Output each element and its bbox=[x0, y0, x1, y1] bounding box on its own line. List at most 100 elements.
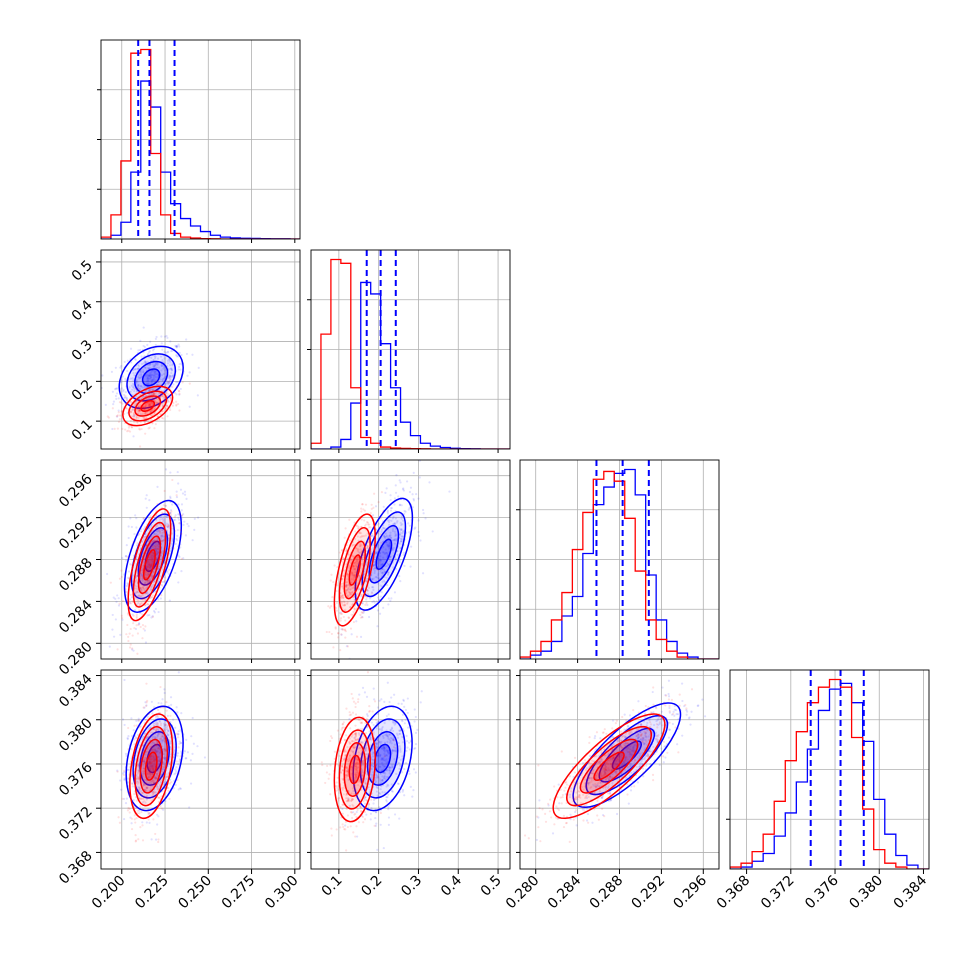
scatter-point bbox=[360, 556, 364, 559]
scatter-point bbox=[139, 376, 142, 380]
scatter-point bbox=[162, 377, 165, 380]
contour-red bbox=[128, 390, 168, 422]
scatter-point bbox=[175, 381, 178, 384]
scatter-point bbox=[138, 373, 141, 377]
scatter-point bbox=[173, 752, 176, 756]
scatter-point bbox=[147, 389, 150, 392]
scatter-point bbox=[131, 773, 134, 776]
scatter-point bbox=[384, 772, 387, 775]
scatter-point bbox=[363, 691, 367, 694]
scatter-point bbox=[341, 594, 344, 598]
scatter-point bbox=[360, 518, 363, 521]
scatter-point bbox=[138, 428, 141, 431]
scatter-point bbox=[134, 514, 137, 517]
scatter-point bbox=[372, 563, 376, 566]
scatter-point bbox=[107, 416, 111, 419]
scatter-point bbox=[364, 796, 367, 800]
scatter-point bbox=[335, 589, 338, 593]
scatter-point bbox=[360, 556, 363, 559]
scatter-point bbox=[406, 711, 409, 715]
scatter-point bbox=[149, 755, 152, 758]
scatter-point bbox=[165, 731, 169, 734]
scatter-point bbox=[137, 363, 140, 367]
scatter-point bbox=[151, 557, 154, 560]
scatter-point bbox=[140, 588, 143, 592]
scatter-point bbox=[126, 369, 129, 373]
scatter-point bbox=[148, 393, 151, 396]
scatter-point bbox=[144, 581, 147, 584]
scatter-point bbox=[150, 783, 153, 786]
scatter-point bbox=[161, 395, 164, 398]
scatter-point bbox=[346, 645, 349, 648]
scatter-point bbox=[378, 755, 381, 758]
scatter-point bbox=[345, 584, 348, 587]
scatter-point bbox=[166, 525, 170, 529]
scatter-point bbox=[151, 594, 154, 597]
scatter-point bbox=[350, 593, 353, 596]
scatter-point bbox=[390, 506, 394, 510]
scatter-point bbox=[165, 392, 168, 395]
scatter-point bbox=[165, 515, 168, 518]
scatter-point bbox=[361, 761, 364, 764]
scatter-point bbox=[368, 737, 371, 741]
scatter-point bbox=[154, 607, 157, 611]
scatter-point bbox=[376, 743, 379, 746]
scatter-point bbox=[359, 536, 362, 539]
scatter-point bbox=[147, 796, 150, 800]
scatter-point bbox=[146, 786, 149, 789]
scatter-point bbox=[158, 737, 162, 740]
scatter-point bbox=[349, 727, 352, 730]
scatter-point bbox=[391, 790, 394, 793]
scatter-point bbox=[153, 347, 156, 351]
scatter-point bbox=[136, 791, 140, 794]
scatter-point bbox=[160, 736, 163, 739]
scatter-point bbox=[387, 805, 390, 809]
scatter-point bbox=[129, 593, 132, 596]
scatter-point bbox=[127, 734, 130, 738]
scatter-point bbox=[351, 798, 354, 801]
scatter-point bbox=[164, 382, 168, 386]
scatter-point bbox=[152, 392, 156, 396]
scatter-point bbox=[114, 597, 117, 600]
scatter-point bbox=[380, 698, 383, 701]
scatter-point bbox=[137, 405, 140, 408]
scatter-point bbox=[139, 826, 142, 829]
scatter-point bbox=[121, 718, 125, 721]
scatter-point bbox=[404, 718, 407, 721]
scatter-point bbox=[158, 719, 161, 723]
scatter-point bbox=[353, 776, 357, 779]
scatter-point bbox=[389, 769, 392, 773]
scatter-point bbox=[117, 604, 121, 607]
scatter-point bbox=[163, 740, 167, 744]
scatter-point bbox=[380, 758, 383, 761]
scatter-point bbox=[332, 646, 335, 649]
scatter-point bbox=[392, 738, 395, 741]
scatter-point bbox=[136, 542, 139, 545]
scatter-point bbox=[149, 588, 152, 591]
scatter-point bbox=[387, 713, 390, 716]
axes-frame bbox=[310, 249, 511, 450]
scatter-point bbox=[155, 774, 158, 777]
scatter-point bbox=[156, 742, 159, 745]
scatter-point bbox=[354, 530, 357, 533]
scatter-point bbox=[160, 776, 163, 779]
scatter-point bbox=[370, 767, 373, 770]
scatter-point bbox=[351, 603, 354, 606]
scatter-point bbox=[138, 622, 141, 625]
scatter-point bbox=[149, 565, 152, 568]
scatter-point bbox=[148, 377, 152, 380]
scatter-point bbox=[141, 747, 144, 751]
scatter-point bbox=[370, 776, 373, 779]
scatter-point bbox=[341, 723, 344, 726]
scatter-point bbox=[154, 722, 157, 725]
scatter-point bbox=[185, 352, 189, 356]
scatter-point bbox=[146, 353, 150, 356]
scatter-point bbox=[137, 769, 140, 772]
scatter-point bbox=[391, 739, 395, 742]
scatter-point bbox=[147, 379, 150, 382]
scatter-point bbox=[155, 379, 158, 383]
scatter-point bbox=[178, 363, 181, 366]
scatter-point bbox=[169, 378, 172, 382]
scatter-point bbox=[392, 721, 395, 724]
scatter-point bbox=[131, 408, 134, 411]
